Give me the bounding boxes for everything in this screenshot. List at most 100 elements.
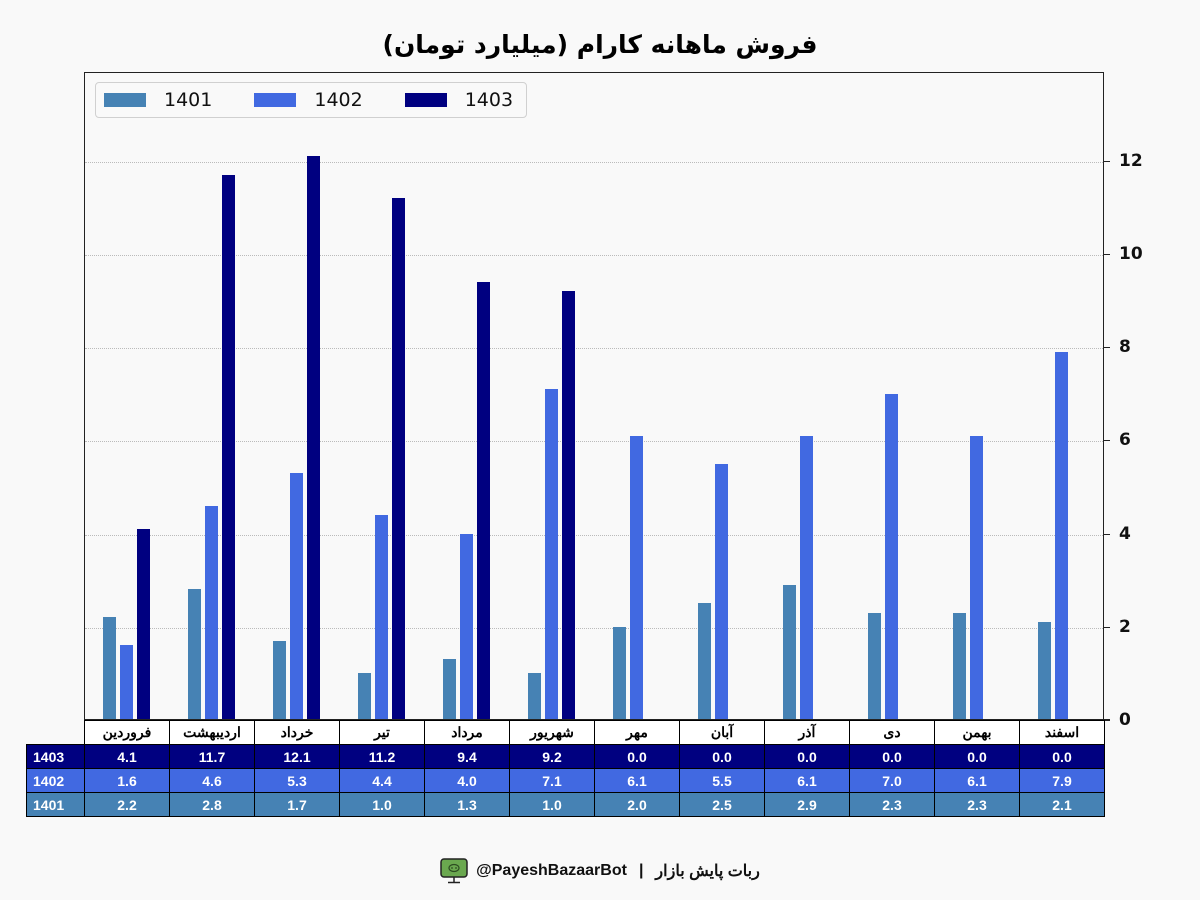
table-cell: 1.6	[84, 768, 170, 793]
table-row-1402: 1402 1.6 4.6 5.3 4.4 4.0 7.1 6.1 5.5 6.1 7.0 6.1 7.9	[26, 768, 1105, 793]
footer: @PayeshBazaarBot | ربات پایش بازار	[0, 858, 1200, 884]
gridline	[85, 348, 1103, 350]
bar-1402	[800, 435, 813, 720]
bar-1402	[1055, 351, 1068, 720]
table-cell: 0.0	[679, 744, 765, 769]
bar-1402	[545, 389, 558, 720]
table-cell: 1.3	[424, 792, 510, 817]
gridline	[85, 627, 1103, 629]
gridline	[85, 441, 1103, 443]
y-tick	[1104, 626, 1110, 628]
row-label: 1402	[26, 768, 85, 793]
table-cell: 1.7	[254, 792, 340, 817]
y-tick-label: 2	[1119, 616, 1131, 637]
x-axis-baseline	[84, 719, 1110, 720]
table-cell: 9.2	[509, 744, 595, 769]
table-cell: 7.9	[1019, 768, 1105, 793]
table-cell: 2.2	[84, 792, 170, 817]
legend-item-1401: 1401	[104, 89, 212, 111]
bar-1401	[868, 612, 881, 720]
table-cell: 5.5	[679, 768, 765, 793]
table-cell: 0.0	[934, 744, 1020, 769]
y-tick-label: 0	[1119, 710, 1131, 730]
table-cell: 2.3	[849, 792, 935, 817]
table-cell: 1.0	[339, 792, 425, 817]
month-header: شهریور	[509, 720, 595, 745]
bar-1401	[783, 584, 796, 720]
table-cell: 7.0	[849, 768, 935, 793]
bar-1402	[715, 463, 728, 720]
table-cell: 4.1	[84, 744, 170, 769]
y-tick-label: 6	[1119, 430, 1131, 451]
month-header: آذر	[764, 720, 850, 745]
table-cell: 6.1	[764, 768, 850, 793]
legend: 1401 1402 1403	[95, 82, 527, 118]
month-header: دی	[849, 720, 935, 745]
bar-1402	[375, 514, 388, 720]
table-cell: 2.9	[764, 792, 850, 817]
bar-1403	[562, 291, 575, 720]
month-header: خرداد	[254, 720, 340, 745]
table-cell: 0.0	[849, 744, 935, 769]
legend-item-1403: 1403	[404, 89, 514, 111]
y-tick	[1104, 533, 1110, 535]
bar-1401	[698, 603, 711, 720]
bar-1401	[613, 626, 626, 720]
y-tick	[1104, 160, 1110, 162]
table-cell: 11.7	[169, 744, 255, 769]
table-cell: 4.6	[169, 768, 255, 793]
bar-1402	[120, 645, 133, 720]
data-table: فروردین اردیبهشت خرداد تیر مرداد شهریور مهر آبا…	[26, 720, 1105, 817]
legend-label: 1403	[464, 89, 514, 111]
month-header: فروردین	[84, 720, 170, 745]
table-cell: 4.4	[339, 768, 425, 793]
y-tick	[1104, 720, 1110, 721]
legend-swatch-1403	[404, 93, 447, 107]
table-cell: 9.4	[424, 744, 510, 769]
legend-label: 1401	[164, 89, 213, 111]
month-header: مرداد	[424, 720, 510, 745]
row-label: 1401	[26, 792, 85, 817]
monitor-bot-icon	[440, 858, 468, 884]
y-tick	[1104, 440, 1110, 442]
chart-title: فروش ماهانه کارام (میلیارد تومان)	[382, 30, 818, 59]
bar-1401	[273, 640, 286, 720]
table-cell: 2.5	[679, 792, 765, 817]
table-cell: 0.0	[594, 744, 680, 769]
plot-area	[84, 72, 1104, 720]
bar-1402	[885, 393, 898, 720]
bar-1402	[290, 472, 303, 720]
footer-separator: |	[638, 862, 644, 879]
bar-1402	[460, 533, 473, 720]
table-cell: 4.0	[424, 768, 510, 793]
month-header: تیر	[339, 720, 425, 745]
gridline	[85, 534, 1103, 536]
y-tick	[1104, 347, 1110, 349]
bar-1403	[307, 155, 320, 720]
table-corner	[27, 721, 85, 745]
bar-1401	[528, 673, 541, 720]
table-row-1403: 1403 4.1 11.7 12.1 11.2 9.4 9.2 0.0 0.0 0.0 0.0 0.0…	[26, 744, 1105, 769]
bar-1401	[1038, 622, 1051, 720]
row-label: 1403	[26, 744, 85, 769]
month-header: اسفند	[1019, 720, 1105, 745]
table-cell: 7.1	[509, 768, 595, 793]
month-header: مهر	[594, 720, 680, 745]
table-cell: 5.3	[254, 768, 340, 793]
month-header: آبان	[679, 720, 765, 745]
table-header-row: فروردین اردیبهشت خرداد تیر مرداد شهریور مهر آبا…	[27, 720, 1105, 745]
bar-1402	[205, 505, 218, 720]
table-cell: 11.2	[339, 744, 425, 769]
table-cell: 2.8	[169, 792, 255, 817]
gridline	[85, 254, 1103, 256]
table-cell: 0.0	[764, 744, 850, 769]
legend-item-1402: 1402	[254, 89, 363, 111]
y-tick-label: 10	[1119, 243, 1143, 264]
table-cell: 2.0	[594, 792, 680, 817]
legend-swatch-1401	[104, 93, 146, 107]
y-tick	[1104, 253, 1110, 255]
footer-handle: @PayeshBazaarBot	[476, 862, 627, 879]
bar-1401	[953, 612, 966, 720]
month-header: اردیبهشت	[169, 720, 255, 745]
table-cell: 0.0	[1019, 744, 1105, 769]
